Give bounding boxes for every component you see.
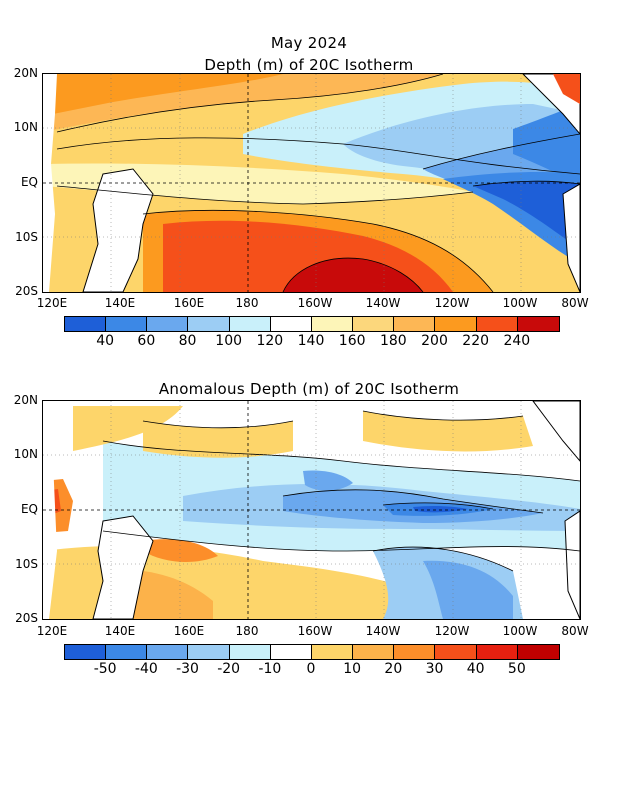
colorbar-swatch — [147, 645, 189, 659]
colorbar-swatch — [311, 645, 354, 659]
colorbar-tick-label: 160 — [338, 333, 366, 349]
bottom-lat-label: 20S — [15, 611, 38, 625]
bottom-land-central-america — [532, 401, 580, 462]
colorbar-tick-label: 180 — [379, 333, 407, 349]
bottom-map — [42, 400, 581, 620]
top-colorbar — [64, 316, 560, 332]
colorbar-tick-label: -10 — [258, 661, 282, 677]
colorbar-tick-label: 80 — [178, 333, 197, 349]
colorbar-tick-label: -30 — [176, 661, 199, 677]
bottom-map-field — [43, 401, 580, 619]
top-ne-warm — [553, 74, 580, 104]
colorbar-swatch — [65, 317, 107, 331]
top-land-south-america — [562, 183, 580, 292]
bottom-lon-label: 140W — [365, 624, 401, 638]
top-lat-label: 20S — [15, 284, 38, 298]
top-lat-label: 10S — [15, 230, 38, 244]
top-land-newguinea — [82, 168, 154, 292]
bottom-lon-label: 160E — [173, 624, 205, 638]
top-lon-label: 140E — [104, 296, 136, 310]
colorbar-tick-label: 120 — [256, 333, 284, 349]
colorbar-swatch — [476, 645, 518, 659]
bottom-lon-label: 120W — [434, 624, 470, 638]
colorbar-swatch — [106, 317, 148, 331]
colorbar-swatch — [435, 317, 477, 331]
top-lon-label: 120W — [434, 296, 470, 310]
colorbar-swatch — [188, 645, 230, 659]
colorbar-tick-label: 220 — [462, 333, 490, 349]
colorbar-tick-label: 0 — [306, 661, 316, 677]
colorbar-swatch — [188, 317, 230, 331]
colorbar-swatch — [476, 317, 518, 331]
colorbar-tick-label: 50 — [507, 661, 526, 677]
colorbar-swatch — [517, 645, 559, 659]
bottom-central-blue-patch — [303, 470, 353, 491]
colorbar-swatch — [517, 317, 559, 331]
top-lon-label: 80W — [561, 296, 589, 310]
top-lon-label: 160W — [297, 296, 333, 310]
bottom-lon-label: 120E — [36, 624, 68, 638]
bottom-north-yellow2 — [363, 411, 533, 452]
bottom-lat-label: 20N — [13, 393, 38, 407]
bottom-land-south-america — [564, 510, 580, 619]
colorbar-tick-label: 100 — [215, 333, 243, 349]
colorbar-tick-label: 40 — [96, 333, 115, 349]
colorbar-swatch — [106, 645, 148, 659]
colorbar-swatch — [270, 317, 312, 331]
colorbar-swatch — [394, 317, 436, 331]
top-lon-label: 180 — [235, 296, 259, 310]
top-lat-label: 10N — [13, 120, 38, 134]
top-map-field — [43, 74, 580, 292]
colorbar-tick-label: -40 — [134, 661, 158, 677]
colorbar-tick-label: -50 — [93, 661, 117, 677]
bottom-lon-label: 100W — [502, 624, 538, 638]
colorbar-swatch — [229, 645, 271, 659]
top-ne-blue — [513, 104, 580, 184]
bottom-lon-label: 140E — [104, 624, 136, 638]
colorbar-tick-label: 20 — [384, 661, 403, 677]
colorbar-swatch — [353, 317, 395, 331]
colorbar-swatch — [394, 645, 436, 659]
bottom-land-newguinea — [92, 515, 154, 619]
colorbar-tick-label: 60 — [137, 333, 156, 349]
bottom-se-blue2 — [423, 560, 513, 619]
colorbar-tick-label: 40 — [466, 661, 485, 677]
colorbar-swatch — [435, 645, 477, 659]
top-map — [42, 73, 581, 293]
top-lon-label: 120E — [36, 296, 68, 310]
colorbar-tick-label: 240 — [503, 333, 531, 349]
top-lat-label: EQ — [20, 175, 38, 189]
bottom-colorbar — [64, 644, 560, 660]
colorbar-swatch — [311, 317, 354, 331]
colorbar-swatch — [353, 645, 395, 659]
colorbar-tick-label: 140 — [297, 333, 325, 349]
top-lat-label: 20N — [13, 66, 38, 80]
top-lon-label: 160E — [173, 296, 205, 310]
top-north-warmer — [53, 74, 283, 114]
top-lon-label: 140W — [365, 296, 401, 310]
top-map-title: Depth (m) of 20C Isotherm — [204, 56, 414, 74]
bottom-lat-label: 10S — [15, 557, 38, 571]
colorbar-tick-label: 200 — [421, 333, 448, 349]
bottom-lon-label: 180 — [235, 624, 259, 638]
colorbar-tick-label: 30 — [425, 661, 444, 677]
bottom-nw-yellow — [73, 406, 183, 451]
colorbar-swatch — [147, 317, 189, 331]
top-lon-label: 100W — [502, 296, 538, 310]
figure-month-title: May 2024 — [270, 34, 348, 52]
bottom-sw-warm — [143, 539, 218, 563]
top-eq-deepblue — [473, 181, 580, 249]
colorbar-tick-label: 10 — [343, 661, 362, 677]
bottom-north-yellow — [143, 421, 293, 458]
bottom-eq-deepblue — [413, 505, 468, 513]
bottom-lat-label: 10N — [13, 447, 38, 461]
colorbar-swatch — [270, 645, 312, 659]
bottom-lat-label: EQ — [20, 502, 38, 516]
bottom-lon-label: 80W — [561, 624, 589, 638]
colorbar-swatch — [229, 317, 271, 331]
bottom-lon-label: 160W — [297, 624, 333, 638]
colorbar-swatch — [65, 645, 107, 659]
bottom-map-title: Anomalous Depth (m) of 20C Isotherm — [158, 380, 460, 398]
colorbar-tick-label: -20 — [217, 661, 241, 677]
